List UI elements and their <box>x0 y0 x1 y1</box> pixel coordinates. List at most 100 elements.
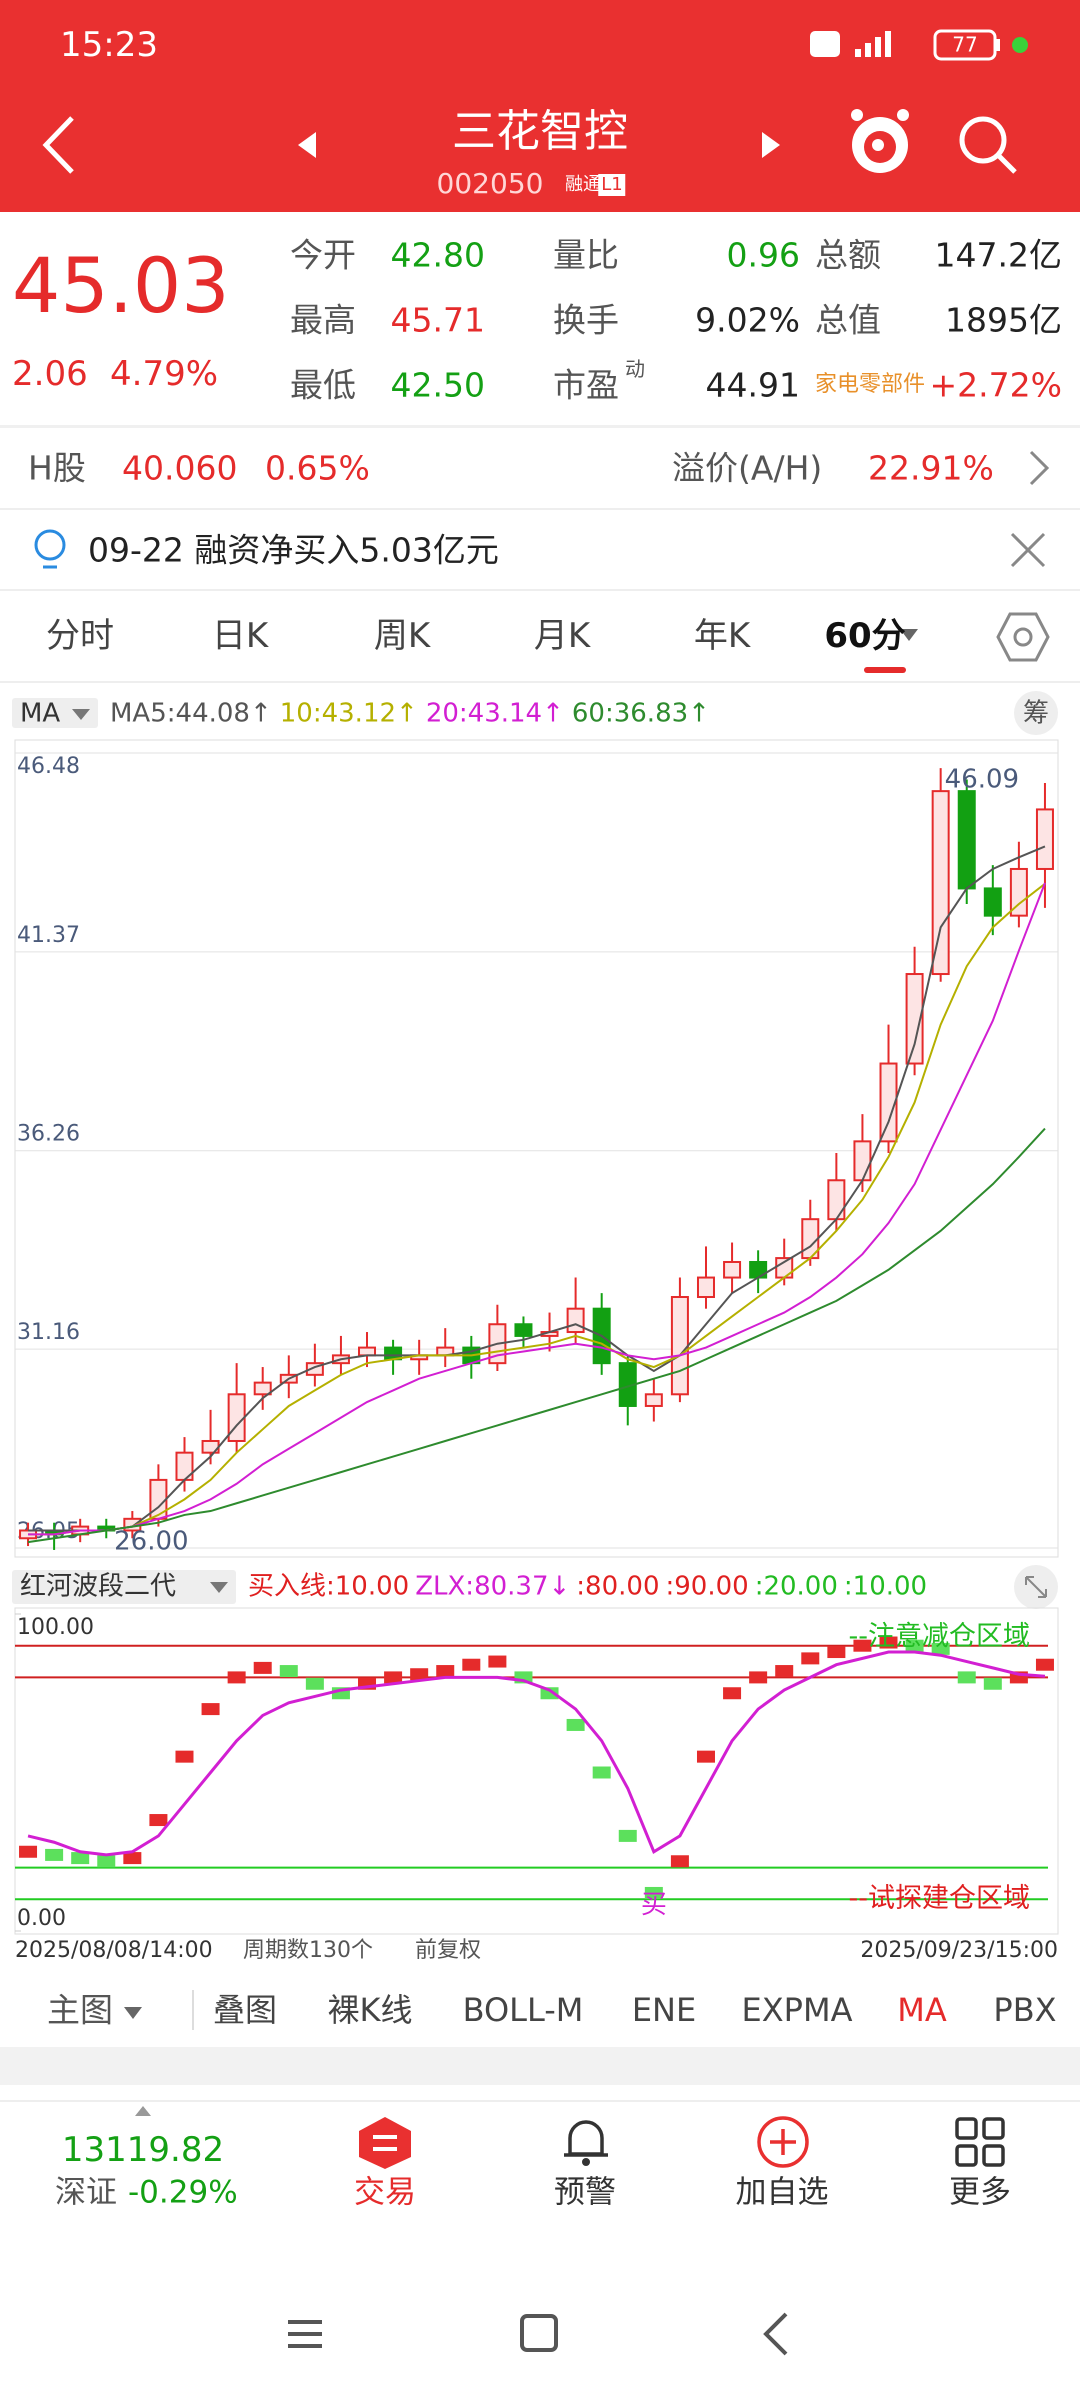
indicator-bar <box>983 1677 1002 1690</box>
expand-icon <box>1025 1576 1047 1598</box>
nav-label[interactable]: 更多 <box>949 2174 1011 2211</box>
next-stock[interactable] <box>758 130 782 160</box>
nav-label[interactable]: 加自选 <box>735 2174 829 2211</box>
dropdown-arrow <box>124 2007 142 2019</box>
range-count: 周期数130个 <box>243 1938 373 1963</box>
index-name[interactable]: 深证 <box>55 2174 117 2211</box>
dropdown-arrow <box>72 709 90 720</box>
period-tab[interactable]: 分时 <box>46 616 114 656</box>
prev-stock[interactable] <box>296 130 320 160</box>
max-label: 46.09 <box>945 765 1019 795</box>
period-tab[interactable]: 周K <box>373 616 431 656</box>
indicator-tick-label: 100.00 <box>17 1615 94 1640</box>
main-tab[interactable]: 主图 <box>47 1990 113 2030</box>
indicator-legend: :20.00 <box>755 1572 838 1602</box>
candle-body <box>1035 808 1054 870</box>
range-adjust: 前复权 <box>415 1938 481 1963</box>
indicator-legend: :90.00 <box>666 1572 749 1602</box>
divider <box>192 1990 194 2030</box>
candle-body <box>1009 867 1028 917</box>
bottom-nav <box>0 2100 1080 2262</box>
indicator-legend: 买入线:10.00 <box>248 1572 409 1602</box>
candle-body <box>644 1393 663 1407</box>
period-tab[interactable]: 年K <box>693 616 751 656</box>
indicator-tab[interactable]: PBX <box>993 1991 1057 2029</box>
indicator-legend: ZLX:80.37↓ <box>415 1572 570 1602</box>
indicator-tab[interactable]: BOLL-M <box>462 1991 584 2029</box>
alert-icon[interactable] <box>558 2114 614 2170</box>
divider <box>0 508 1080 510</box>
indicator-bar <box>801 1652 820 1665</box>
indicator-legend: :10.00 <box>844 1572 927 1602</box>
index-value[interactable]: 13119.82 <box>61 2130 225 2170</box>
indicator-tab[interactable]: EXPMA <box>741 1991 853 2029</box>
ma-line <box>27 1127 1046 1544</box>
bulb-icon <box>34 529 66 569</box>
price-change-pct: 4.79% <box>110 354 219 394</box>
nav-label[interactable]: 交易 <box>354 2174 416 2211</box>
close-notice[interactable] <box>1008 530 1048 570</box>
premium-value: 22.91% <box>868 448 994 488</box>
indicator-tab[interactable]: MA <box>897 1991 947 2029</box>
ma-legend: 60:36.83↑ <box>572 699 710 729</box>
chevron[interactable] <box>1025 448 1055 488</box>
hshare-price: 40.060 <box>122 448 238 488</box>
indicator-bar <box>696 1750 715 1763</box>
indicator-bar <box>279 1665 298 1678</box>
kline-chart: MA MA5:44.08↑ 10:43.12↑ 20:43.14↑ 60:36.83↑ 筹… <box>12 691 1059 1963</box>
trade-icon[interactable] <box>355 2115 415 2171</box>
y-tick-label: 41.37 <box>17 923 80 948</box>
candle-body <box>723 1260 742 1279</box>
ma-line <box>28 845 1046 1532</box>
candle-body <box>514 1323 533 1337</box>
period-tab[interactable]: 月K <box>533 616 591 656</box>
chip-button <box>1014 691 1058 735</box>
indicator-bar <box>931 1642 950 1655</box>
candle-body <box>227 1393 246 1442</box>
indicator-bar <box>957 1671 976 1684</box>
candle-body <box>305 1362 324 1376</box>
period-tab[interactable]: 60分 <box>824 616 906 656</box>
stat-label: 总额 <box>815 235 881 275</box>
indicator-tab[interactable]: ENE <box>631 1991 697 2029</box>
indicator-bar <box>488 1655 507 1668</box>
nav-label[interactable]: 预警 <box>554 2174 616 2211</box>
indicator-bar <box>201 1703 220 1716</box>
search-button[interactable] <box>955 112 1019 176</box>
indicator-bar <box>149 1814 168 1827</box>
indicator-tab[interactable]: 裸K线 <box>327 1991 413 2029</box>
indicator-tab[interactable]: 叠图 <box>212 1991 278 2029</box>
period-tab[interactable]: 日K <box>211 616 269 656</box>
indicator-bar <box>71 1852 90 1865</box>
premium-label: 溢价(A/H) <box>672 448 823 488</box>
indicator-legend: :80.00 <box>576 1572 659 1602</box>
badge: 融通 <box>565 174 601 195</box>
mascot-button[interactable] <box>845 105 915 180</box>
notice-text[interactable]: 09-22 融资净买入5.03亿元 <box>88 530 499 570</box>
indicator-bar <box>853 1639 872 1652</box>
stat-label: 量比 <box>553 235 619 275</box>
dropdown-arrow <box>900 629 918 641</box>
indicator-bar <box>123 1852 142 1865</box>
indicator-selector <box>12 1570 236 1604</box>
header-bg <box>0 0 1080 212</box>
system-nav <box>288 2312 788 2356</box>
stat-value: +2.72% <box>929 365 1062 405</box>
more-icon[interactable] <box>954 2116 1006 2168</box>
candle-body <box>853 1140 872 1182</box>
indicator-bar <box>879 1636 898 1649</box>
ma-line <box>28 882 1046 1536</box>
chip-label: 筹 <box>1023 699 1049 729</box>
index-pct[interactable]: -0.29% <box>128 2174 238 2211</box>
indicator-bar <box>253 1661 272 1674</box>
indicator-bar <box>723 1687 742 1700</box>
indicator-bar <box>436 1665 455 1678</box>
stat-label: 最低 <box>290 365 356 405</box>
settings-button[interactable] <box>996 610 1050 664</box>
indicator-bar <box>618 1829 637 1842</box>
back-button[interactable] <box>30 110 90 180</box>
add-watch-icon[interactable] <box>755 2114 811 2170</box>
stat-value: 44.91 <box>705 365 800 405</box>
battery-level: 77 <box>952 33 977 57</box>
